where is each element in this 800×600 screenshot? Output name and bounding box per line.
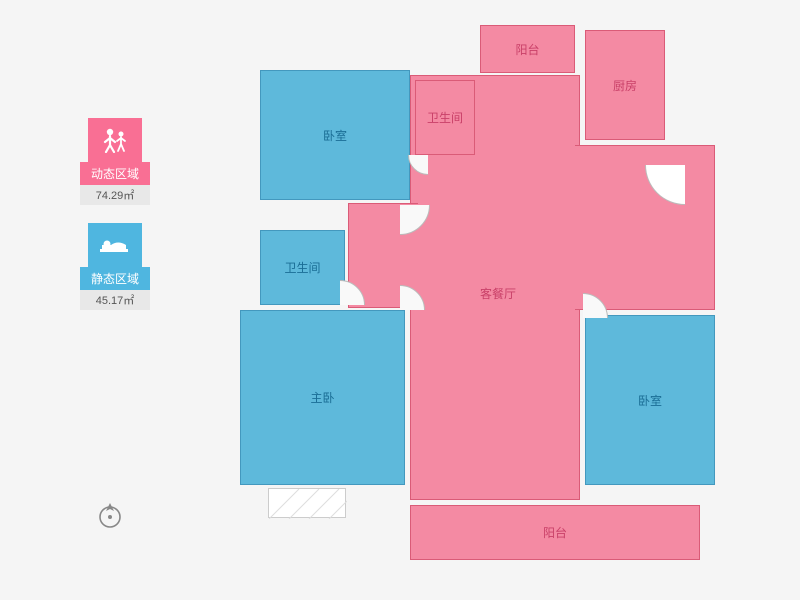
legend-static-value: 45.17㎡ (80, 290, 150, 310)
room-kitchen: 厨房 (585, 30, 665, 140)
room-bedroom-tl: 卧室 (260, 70, 410, 200)
sleep-icon (88, 223, 142, 267)
label-bedroom-tl: 卧室 (323, 127, 347, 144)
label-bedroom-br: 卧室 (638, 392, 662, 409)
room-balcony-bottom: 阳台 (410, 505, 700, 560)
legend-panel: 动态区域 74.29㎡ 静态区域 45.17㎡ (80, 118, 150, 328)
label-balcony-top: 阳台 (515, 41, 539, 58)
people-icon (88, 118, 142, 162)
label-bath-left: 卫生间 (284, 259, 320, 276)
exterior-ledge (268, 488, 346, 518)
room-master: 主卧 (240, 310, 405, 485)
floorplan: 客餐厅 阳台 厨房 卫生间 卧室 卫生间 主卧 卧室 阳台 (240, 25, 760, 580)
legend-dynamic-label: 动态区域 (80, 162, 150, 185)
label-bath-top: 卫生间 (427, 109, 463, 126)
label-kitchen: 厨房 (613, 77, 637, 94)
room-bath-top: 卫生间 (415, 80, 475, 155)
room-bath-left: 卫生间 (260, 230, 345, 305)
room-balcony-top: 阳台 (480, 25, 575, 73)
legend-dynamic-value: 74.29㎡ (80, 185, 150, 205)
label-balcony-bottom: 阳台 (543, 524, 567, 541)
legend-static: 静态区域 45.17㎡ (80, 223, 150, 310)
legend-static-label: 静态区域 (80, 267, 150, 290)
room-bedroom-br: 卧室 (585, 315, 715, 485)
compass-icon (95, 500, 125, 535)
legend-dynamic: 动态区域 74.29㎡ (80, 118, 150, 205)
label-master: 主卧 (310, 389, 334, 406)
